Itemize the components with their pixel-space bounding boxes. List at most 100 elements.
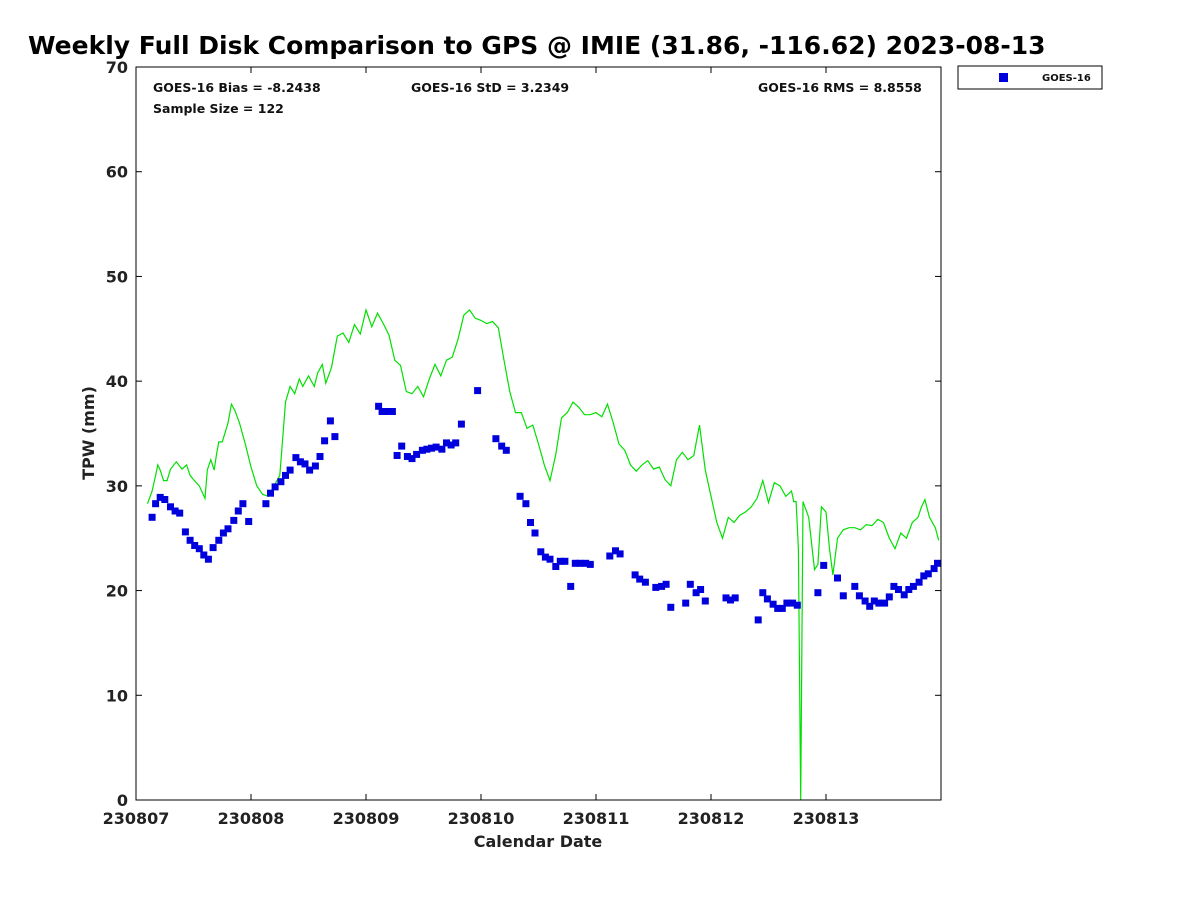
data-point-goes-16	[408, 455, 416, 463]
data-point-goes-16	[267, 489, 274, 497]
data-point-goes-16	[245, 518, 253, 525]
data-point-goes-16	[474, 387, 482, 395]
data-point-goes-16	[331, 433, 339, 441]
data-point-goes-16	[861, 597, 869, 605]
data-point-goes-16	[384, 408, 392, 415]
data-point-goes-16	[662, 580, 670, 588]
plot-frame	[135, 66, 942, 801]
legend: GOES-16	[957, 65, 1103, 90]
data-point-goes-16	[152, 500, 160, 508]
data-point-goes-16	[398, 442, 406, 450]
data-point-goes-16	[636, 575, 644, 583]
data-point-goes-16	[447, 441, 455, 449]
chart-title: Weekly Full Disk Comparison to GPS @ IMI…	[28, 31, 1046, 60]
data-point-goes-16	[814, 589, 822, 597]
x-axis: 230807 230808 230809 230810 230811 230812 2308…	[103, 67, 860, 828]
data-point-goes-16	[789, 599, 797, 607]
data-point-goes-16	[839, 592, 847, 600]
legend-label-goes-16: GOES-16	[1042, 73, 1091, 84]
y-axis-title: TPW (mm)	[79, 386, 98, 480]
data-point-goes-16	[311, 462, 319, 470]
data-point-goes-16	[783, 599, 791, 607]
data-point-goes-16	[316, 453, 324, 460]
data-point-goes-16	[567, 582, 575, 590]
data-point-goes-16	[277, 478, 285, 486]
data-point-goes-16	[658, 582, 666, 590]
data-point-goes-16	[438, 445, 446, 453]
legend-box	[957, 65, 1103, 90]
data-point-goes-16	[697, 586, 705, 593]
data-point-goes-16	[200, 551, 208, 559]
data-point-goes-16	[418, 446, 426, 454]
data-point-goes-16	[492, 435, 500, 443]
data-point-goes-16	[616, 550, 624, 558]
data-point-goes-16	[527, 519, 534, 526]
y-tick-label: 0	[117, 791, 128, 810]
data-point-goes-16	[606, 552, 614, 560]
data-point-goes-16	[457, 420, 465, 428]
data-point-goes-16	[204, 555, 212, 563]
data-point-goes-16	[271, 483, 279, 491]
data-point-goes-16	[375, 402, 383, 410]
data-point-goes-16	[870, 597, 878, 605]
data-point-goes-16	[428, 444, 435, 452]
data-point-goes-16	[701, 597, 709, 605]
data-point-goes-16	[686, 580, 694, 588]
data-point-goes-16	[262, 500, 270, 508]
data-point-goes-16	[296, 458, 304, 466]
data-point-goes-16	[552, 563, 560, 570]
data-point-goes-16	[934, 559, 941, 567]
data-point-goes-16	[834, 574, 841, 582]
data-point-goes-16	[924, 570, 932, 578]
x-axis-title: Calendar Date	[474, 832, 603, 851]
data-point-goes-16	[378, 408, 386, 415]
data-point-goes-16	[667, 603, 675, 611]
data-point-goes-16	[186, 536, 194, 544]
y-tick-label: 10	[106, 686, 128, 705]
data-point-goes-16	[546, 555, 554, 563]
data-point-goes-16	[895, 586, 902, 593]
data-point-goes-16	[171, 507, 179, 515]
y-tick-label: 20	[106, 582, 128, 601]
data-point-goes-16	[851, 582, 859, 590]
x-tick-label: 230807	[103, 809, 170, 828]
data-point-goes-16	[778, 604, 786, 612]
y-tick-label: 50	[106, 267, 128, 286]
data-point-goes-16	[855, 592, 863, 600]
rms-stat: GOES-16 RMS = 8.8558	[758, 80, 922, 95]
data-point-goes-16	[541, 553, 549, 561]
data-point-goes-16	[452, 439, 460, 447]
data-point-goes-16	[774, 604, 782, 612]
data-point-goes-16	[531, 529, 539, 537]
data-point-goes-16	[502, 446, 510, 454]
data-point-goes-16	[239, 500, 247, 508]
data-point-goes-16	[641, 578, 649, 586]
data-point-goes-16	[195, 545, 203, 553]
data-point-goes-16	[793, 601, 801, 609]
data-point-goes-16	[292, 454, 300, 462]
data-point-goes-16	[576, 559, 584, 567]
data-point-goes-16	[286, 466, 294, 474]
data-point-goes-16	[909, 582, 917, 590]
data-point-goes-16	[875, 599, 883, 607]
series-line-gps	[146, 307, 940, 801]
data-point-goes-16	[224, 525, 232, 533]
x-tick-label: 230813	[793, 809, 860, 828]
x-tick-label: 230808	[218, 809, 285, 828]
data-point-goes-16	[393, 452, 401, 459]
data-point-goes-16	[498, 442, 506, 450]
data-point-goes-16	[763, 595, 771, 603]
data-point-goes-16	[722, 594, 730, 602]
data-point-goes-16	[209, 544, 217, 552]
data-point-goes-16	[537, 548, 545, 556]
data-point-goes-16	[156, 493, 164, 501]
data-point-goes-16	[754, 616, 762, 624]
data-point-goes-16	[890, 582, 898, 590]
data-point-goes-16	[234, 507, 242, 515]
data-point-goes-16	[759, 589, 767, 597]
data-point-goes-16	[326, 417, 334, 425]
x-tick-label: 230809	[333, 809, 400, 828]
data-point-goes-16	[571, 559, 579, 567]
